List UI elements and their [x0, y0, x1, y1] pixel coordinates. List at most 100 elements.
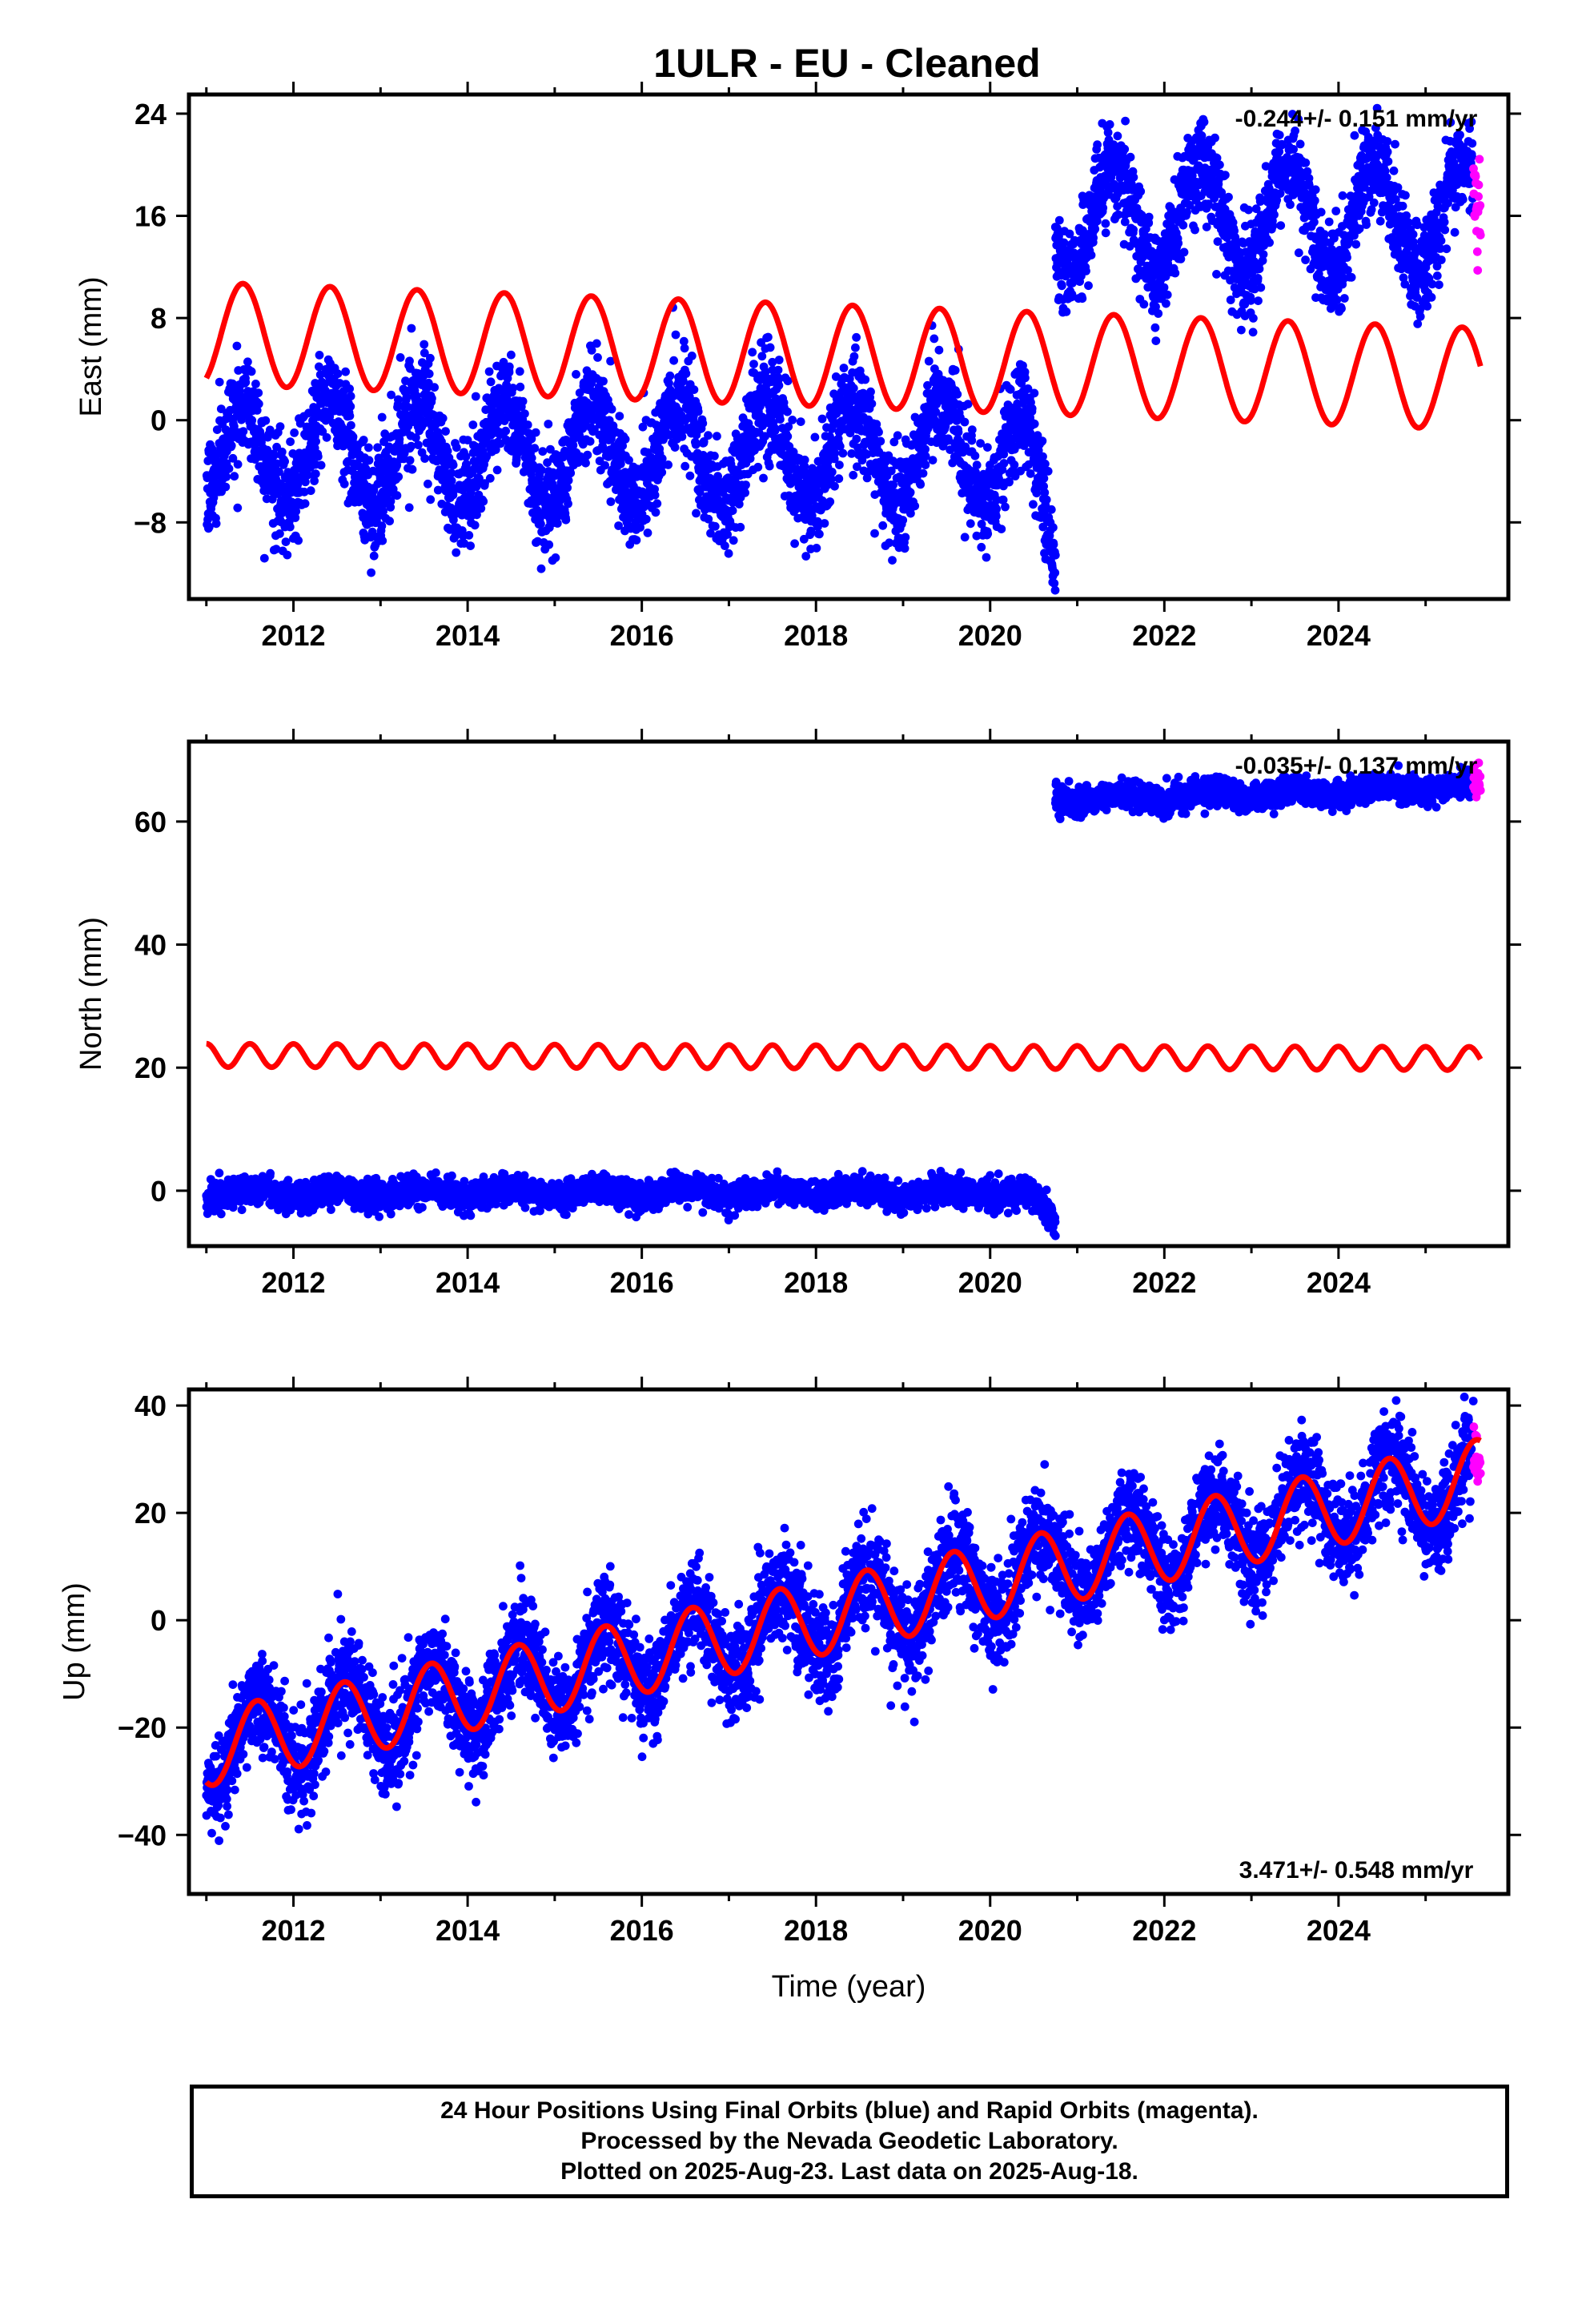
final-point — [834, 474, 844, 484]
final-point — [997, 525, 1006, 533]
final-point — [810, 432, 820, 442]
final-point — [1369, 198, 1379, 207]
final-point — [652, 499, 662, 509]
final-point — [677, 432, 687, 441]
final-point — [1408, 230, 1418, 239]
final-point — [1276, 221, 1286, 230]
final-point — [1150, 323, 1160, 332]
final-point — [345, 411, 355, 420]
final-point — [373, 443, 382, 452]
final-point — [790, 539, 799, 549]
final-point — [1391, 139, 1399, 149]
final-point — [583, 450, 592, 460]
final-point — [475, 474, 484, 483]
final-point — [1001, 502, 1010, 512]
final-point — [851, 343, 860, 352]
final-point — [254, 399, 263, 408]
final-point — [650, 490, 660, 500]
final-point — [311, 436, 320, 446]
final-point — [315, 362, 323, 372]
final-point — [687, 352, 697, 360]
final-point — [665, 371, 675, 380]
final-point — [1338, 191, 1347, 200]
final-point — [402, 392, 412, 402]
final-point — [271, 545, 281, 553]
final-point — [1270, 210, 1279, 219]
final-point — [486, 377, 496, 387]
final-point — [876, 436, 885, 446]
final-point — [1101, 219, 1110, 228]
final-point — [277, 447, 287, 456]
final-point — [1311, 185, 1320, 195]
final-point — [1059, 238, 1069, 247]
final-point — [1054, 215, 1064, 225]
final-point — [374, 453, 383, 463]
final-point — [367, 568, 375, 577]
final-point — [1435, 280, 1443, 289]
final-point — [271, 459, 281, 468]
final-point — [977, 542, 986, 552]
final-point — [1050, 568, 1060, 577]
final-point — [1174, 239, 1183, 248]
final-point — [1084, 281, 1093, 291]
final-point — [615, 412, 624, 420]
final-point — [918, 468, 928, 478]
final-point — [424, 369, 434, 379]
final-point — [476, 504, 486, 513]
final-point — [657, 454, 667, 464]
final-point — [966, 519, 975, 529]
final-point — [852, 434, 861, 444]
final-point — [729, 536, 738, 545]
final-point — [407, 324, 416, 333]
final-point — [441, 427, 450, 436]
final-point — [900, 544, 909, 553]
final-point — [599, 444, 608, 453]
final-point — [285, 522, 295, 532]
final-point — [252, 406, 262, 415]
final-point — [364, 443, 373, 452]
final-point — [724, 549, 733, 558]
final-point — [1050, 550, 1060, 560]
final-point — [761, 367, 770, 376]
final-point — [921, 460, 930, 469]
final-point — [1010, 460, 1019, 469]
final-point — [310, 476, 319, 485]
final-point — [691, 440, 701, 449]
final-point — [680, 344, 689, 353]
final-point — [479, 497, 488, 506]
final-point — [599, 376, 608, 386]
final-point — [568, 440, 578, 450]
final-point — [239, 427, 248, 436]
final-point — [1113, 131, 1122, 141]
final-point — [607, 404, 616, 414]
final-point — [878, 521, 888, 530]
final-point — [1129, 225, 1138, 235]
final-point — [1129, 172, 1138, 182]
final-point — [992, 505, 1001, 513]
final-point — [982, 553, 991, 562]
final-point — [484, 367, 494, 376]
final-point — [247, 367, 256, 376]
final-point — [967, 436, 977, 445]
final-point — [866, 387, 875, 396]
final-point — [369, 485, 379, 495]
final-point — [412, 433, 420, 442]
final-point — [905, 488, 915, 497]
final-point — [901, 533, 910, 542]
final-point — [1170, 268, 1180, 278]
final-point — [806, 526, 816, 536]
final-point — [757, 352, 767, 361]
final-point — [531, 428, 540, 437]
final-point — [536, 465, 546, 475]
final-point — [471, 392, 480, 401]
final-point — [311, 469, 320, 479]
final-point — [1199, 117, 1209, 127]
final-point — [1249, 314, 1258, 323]
final-point — [910, 501, 920, 511]
final-point — [713, 432, 721, 441]
final-point — [1294, 248, 1303, 258]
final-point — [359, 436, 368, 444]
plot-area-1 — [202, 103, 1485, 595]
final-point — [796, 417, 805, 426]
final-point — [544, 540, 554, 549]
